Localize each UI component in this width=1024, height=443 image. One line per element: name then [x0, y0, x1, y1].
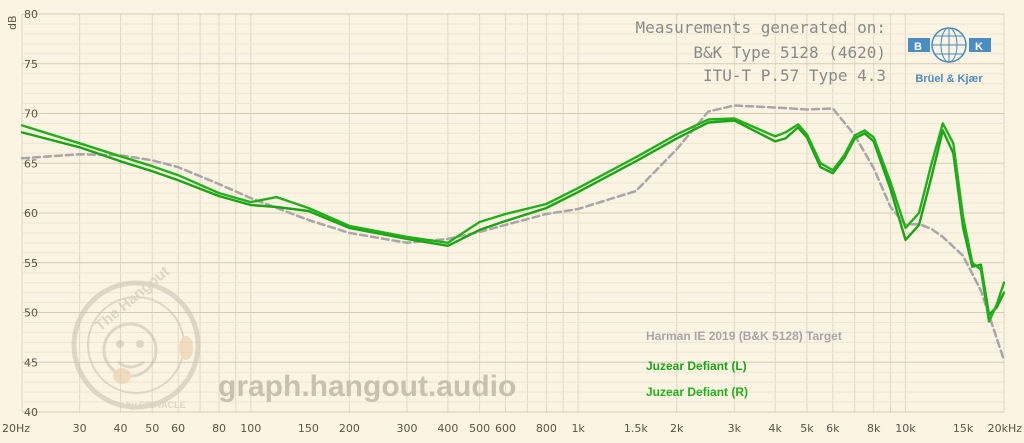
x-tick-label: 1.5k — [624, 422, 648, 435]
y-tick-label: 55 — [24, 257, 38, 270]
x-tick-label: 80 — [212, 422, 226, 435]
x-tick-label: 3k — [728, 422, 742, 435]
grid — [21, 13, 1005, 413]
bk-logo-caption: Brüel & Kjær — [915, 73, 983, 85]
x-tick-label: 1k — [571, 422, 585, 435]
x-tick-label: 20kHz — [988, 422, 1023, 435]
x-tick-label: 20Hz — [2, 422, 30, 435]
y-tick-label: 60 — [24, 207, 38, 220]
x-tick-label: 600 — [495, 422, 516, 435]
x-tick-label: 400 — [437, 422, 458, 435]
bk-logo-letter-b: B — [914, 41, 922, 53]
x-tick-label: 40 — [114, 422, 128, 435]
y-axis-unit-label: dB — [6, 15, 19, 30]
x-tick-label: 500 — [469, 422, 490, 435]
x-tick-label: 10k — [895, 422, 916, 435]
x-tick-label: 4k — [769, 422, 783, 435]
legend-left-label: Juzear Defiant (L) — [646, 359, 747, 373]
measurement-info-line2: B&K Type 5128 (4620) — [693, 43, 886, 62]
y-tick-label: 65 — [24, 157, 38, 170]
y-tick-label: 75 — [24, 58, 38, 71]
x-tick-label: 150 — [298, 422, 319, 435]
right-channel-curve — [20, 117, 1006, 323]
watermark-site-text: graph.hangout.audio — [218, 370, 516, 403]
y-tick-label: 70 — [24, 108, 38, 121]
measurement-info-line1: Measurements generated on: — [636, 18, 886, 37]
x-tick-label: 200 — [339, 422, 360, 435]
legend: Harman IE 2019 (B&K 5128) Target Juzear D… — [646, 329, 842, 399]
x-tick-label: 6k — [826, 422, 840, 435]
x-tick-label: 5k — [800, 422, 814, 435]
x-axis: 20Hz 30 40 50 60 80 100 150 200 300 400 500 600 800 1k… — [2, 422, 1022, 435]
bk-logo: B K Brüel & Kjær — [908, 27, 991, 85]
legend-target-label: Harman IE 2019 (B&K 5128) Target — [646, 329, 842, 343]
bk-logo-letter-k: K — [975, 41, 983, 53]
target-curve — [20, 104, 1006, 362]
hangout-badge-logo: The Hangout by CRINACLE — [71, 263, 201, 410]
x-tick-label: 800 — [536, 422, 557, 435]
x-tick-label: 15k — [953, 422, 974, 435]
x-tick-label: 300 — [396, 422, 417, 435]
x-tick-label: 100 — [240, 422, 261, 435]
badge-bottom-text: by CRINACLE — [126, 400, 186, 410]
y-tick-label: 45 — [24, 356, 38, 369]
x-tick-label: 60 — [171, 422, 185, 435]
curves — [20, 104, 1006, 362]
y-tick-label: 40 — [24, 406, 38, 419]
x-tick-label: 50 — [145, 422, 159, 435]
x-tick-label: 2k — [670, 422, 684, 435]
legend-right-label: Juzear Defiant (R) — [646, 385, 748, 399]
left-channel-curve — [20, 119, 1006, 316]
measurement-info-line3: ITU-T P.57 Type 4.3 — [703, 66, 886, 85]
x-tick-label: 30 — [73, 422, 87, 435]
y-tick-label: 50 — [24, 307, 38, 320]
x-tick-label: 8k — [867, 422, 881, 435]
y-axis: 40 45 50 55 60 65 70 75 80 — [24, 8, 38, 419]
y-tick-label: 80 — [24, 8, 38, 21]
